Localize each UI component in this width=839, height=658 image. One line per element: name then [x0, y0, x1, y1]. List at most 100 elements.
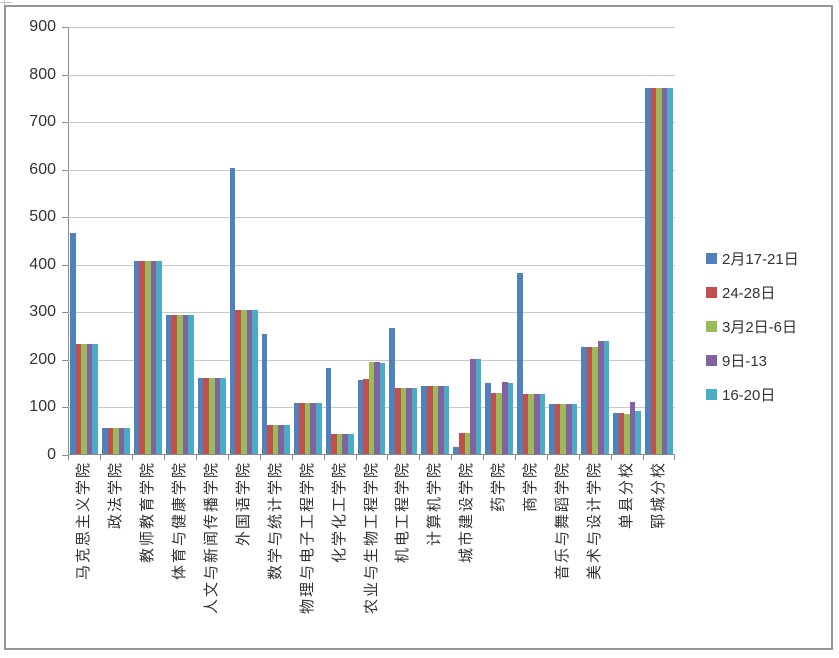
y-axis-line	[68, 27, 69, 455]
legend-label: 16-20日	[722, 387, 776, 404]
x-axis-tick	[68, 455, 69, 460]
bar	[661, 87, 668, 454]
x-axis-category-label: 音乐与舞蹈学院	[554, 461, 572, 581]
bar	[496, 393, 503, 454]
bar	[293, 402, 300, 454]
bar	[278, 424, 285, 454]
bar	[490, 393, 497, 454]
bar	[203, 377, 209, 454]
bar	[453, 446, 459, 454]
bar	[635, 411, 642, 454]
legend-swatch-icon	[706, 355, 717, 366]
bar	[624, 413, 630, 454]
x-axis-category-label: 机电工程学院	[394, 461, 412, 564]
x-axis-tick	[387, 455, 389, 460]
bar	[379, 362, 386, 454]
bar	[188, 315, 194, 454]
bar	[267, 424, 273, 454]
legend-label: 3月2日-6日	[722, 319, 798, 336]
bar	[145, 261, 151, 454]
bar	[629, 401, 636, 454]
x-axis-category-label: 农业与生物工程学院	[362, 461, 380, 615]
x-axis-tick	[515, 455, 517, 460]
legend: 2月17-21日 24-28日 3月2日-6日 9日-13 16-20日	[706, 250, 799, 420]
bar	[528, 393, 535, 454]
y-axis-tick	[62, 264, 68, 266]
y-axis-tick	[62, 312, 68, 314]
bar	[656, 87, 662, 454]
bar	[133, 261, 140, 454]
legend-swatch-icon	[706, 389, 717, 400]
bar	[586, 347, 593, 454]
bar	[432, 386, 439, 454]
bar	[331, 434, 337, 454]
bar	[395, 387, 401, 454]
bar	[426, 386, 433, 454]
y-axis-tick	[62, 359, 68, 361]
x-axis-category-label: 美术与设计学院	[586, 461, 604, 581]
x-axis-tick	[611, 455, 613, 460]
y-axis-tick-label: 600	[29, 160, 56, 178]
legend-label: 9日-13	[722, 353, 768, 370]
legend-entry: 9日-13	[706, 352, 799, 370]
x-axis-category-label: 单县分校	[618, 461, 636, 530]
bar	[502, 382, 508, 454]
x-axis-tick	[99, 455, 101, 460]
y-axis-tick	[62, 27, 68, 28]
x-axis-tick	[227, 455, 229, 460]
bar	[325, 367, 332, 454]
bar	[374, 362, 380, 454]
x-axis-line	[68, 454, 675, 455]
x-axis-category-label: 化学化工学院	[330, 461, 348, 564]
bar	[613, 412, 619, 454]
x-axis-tick	[163, 455, 165, 460]
x-axis-tick	[259, 455, 261, 460]
bar	[165, 315, 172, 454]
bar	[139, 261, 146, 454]
bar	[342, 434, 348, 454]
bar	[571, 404, 578, 454]
y-axis-tick-label: 500	[29, 208, 56, 226]
legend-swatch-icon	[706, 287, 717, 298]
legend-entry: 3月2日-6日	[706, 318, 799, 336]
bar	[458, 432, 465, 454]
bar	[438, 386, 444, 454]
x-axis-category-label: 数学与统计学院	[266, 461, 284, 581]
bar	[316, 402, 322, 454]
legend-label: 2月17-21日	[722, 251, 799, 268]
bar	[507, 382, 514, 454]
bar	[347, 434, 354, 454]
x-axis-category-label: 药学院	[490, 461, 508, 513]
bar	[357, 380, 364, 454]
bar	[299, 402, 305, 454]
x-axis-tick	[451, 455, 453, 460]
legend-entry: 2月17-21日	[706, 250, 799, 268]
bar	[246, 310, 253, 454]
y-axis-tick-label: 100	[29, 398, 56, 416]
bar	[336, 434, 343, 454]
bar	[235, 310, 241, 454]
bar	[618, 412, 625, 454]
x-axis-tick	[195, 455, 197, 460]
bar	[443, 386, 450, 454]
x-axis-category-label: 教师教育学院	[138, 461, 156, 564]
spreadsheet-corner-mark	[0, 2, 12, 3]
legend-label: 24-28日	[722, 285, 776, 302]
x-axis-tick	[291, 455, 293, 460]
bar	[470, 358, 476, 454]
bar	[389, 327, 396, 454]
bar	[581, 347, 587, 454]
bar	[603, 341, 610, 454]
x-axis-category-label: 马克思主义学院	[74, 461, 92, 581]
spreadsheet-corner-mark	[4, 0, 5, 7]
bar	[69, 232, 76, 454]
y-axis-tick-label: 800	[29, 65, 56, 83]
y-axis-tick-label: 300	[29, 303, 56, 321]
bar	[554, 404, 561, 454]
bar	[101, 427, 108, 454]
x-axis-tick	[419, 455, 421, 460]
bar	[197, 377, 204, 454]
x-axis-tick	[579, 455, 581, 460]
x-axis-category-label: 物理与电子工程学院	[298, 461, 316, 615]
bar	[156, 261, 162, 454]
